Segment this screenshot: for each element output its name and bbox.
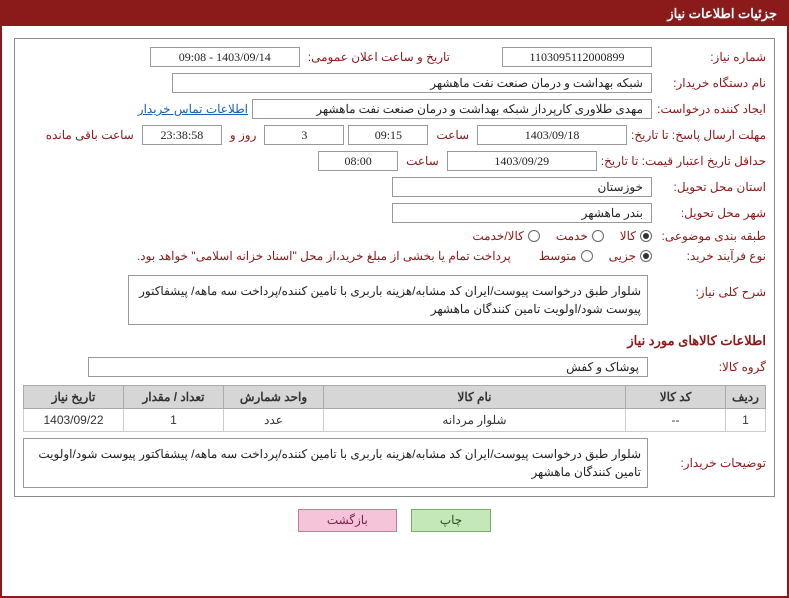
buyer-org-label: نام دستگاه خریدار: — [656, 76, 766, 90]
table-row: 1 -- شلوار مردانه عدد 1 1403/09/22 — [24, 409, 766, 432]
back-button[interactable]: بازگشت — [298, 509, 397, 532]
general-desc-label: شرح کلی نیاز: — [656, 275, 766, 299]
time-label-2: ساعت — [402, 154, 443, 168]
th-unit: واحد شمارش — [224, 386, 324, 409]
goods-section-title: اطلاعات کالاهای مورد نیاز — [23, 333, 766, 349]
th-date: تاریخ نیاز — [24, 386, 124, 409]
th-code: کد کالا — [626, 386, 726, 409]
validity-time: 08:00 — [318, 151, 398, 171]
form-container: شماره نیاز: 1103095112000899 تاریخ و ساع… — [14, 38, 775, 497]
category-radio-group: کالا خدمت کالا/خدمت — [472, 229, 652, 243]
city-value: بندر ماهشهر — [392, 203, 652, 223]
print-button[interactable]: چاپ — [411, 509, 491, 532]
payment-note: پرداخت تمام یا بخشی از مبلغ خرید،از محل … — [137, 249, 511, 263]
radio-medium-label: متوسط — [539, 249, 577, 263]
goods-group-label: گروه کالا: — [656, 360, 766, 374]
row-category: طبقه بندی موضوعی: کالا خدمت کالا/خدمت — [23, 229, 766, 243]
validity-date: 1403/09/29 — [447, 151, 597, 171]
th-qty: تعداد / مقدار — [124, 386, 224, 409]
radio-goods[interactable]: کالا — [620, 229, 652, 243]
validity-label: حداقل تاریخ اعتبار قیمت: تا تاریخ: — [601, 154, 766, 168]
row-buyer-notes: توضیحات خریدار: شلوار طبق درخواست پیوست/… — [23, 438, 766, 488]
response-date: 1403/09/18 — [477, 125, 627, 145]
row-validity: حداقل تاریخ اعتبار قیمت: تا تاریخ: 1403/… — [23, 151, 766, 171]
goods-group-value: پوشاک و کفش — [88, 357, 648, 377]
days-count: 3 — [264, 125, 344, 145]
main-frame: جزئیات اطلاعات نیاز شماره نیاز: 11030951… — [0, 0, 789, 598]
need-number-value: 1103095112000899 — [502, 47, 652, 67]
buyer-notes-box: شلوار طبق درخواست پیوست/ایران کد مشابه/ه… — [23, 438, 648, 488]
time-label-1: ساعت — [432, 128, 473, 142]
requester-value: مهدی طلاوری کارپرداز شبکه بهداشت و درمان… — [252, 99, 652, 119]
button-row: چاپ بازگشت — [14, 509, 775, 532]
cell-unit: عدد — [224, 409, 324, 432]
announce-label: تاریخ و ساعت اعلان عمومی: — [304, 50, 454, 64]
contact-link[interactable]: اطلاعات تماس خریدار — [138, 102, 248, 116]
items-table: ردیف کد کالا نام کالا واحد شمارش تعداد /… — [23, 385, 766, 432]
province-value: خوزستان — [392, 177, 652, 197]
cell-date: 1403/09/22 — [24, 409, 124, 432]
radio-both-label: کالا/خدمت — [472, 229, 523, 243]
row-response-deadline: مهلت ارسال پاسخ: تا تاریخ: 1403/09/18 سا… — [23, 125, 766, 145]
category-label: طبقه بندی موضوعی: — [656, 229, 766, 243]
th-row: ردیف — [726, 386, 766, 409]
purchase-type-label: نوع فرآیند خرید: — [656, 249, 766, 263]
requester-label: ایجاد کننده درخواست: — [656, 102, 766, 116]
days-and: روز و — [226, 128, 261, 142]
cell-name: شلوار مردانه — [324, 409, 626, 432]
radio-small[interactable]: جزیی — [609, 249, 652, 263]
countdown: 23:38:58 — [142, 125, 222, 145]
radio-both[interactable]: کالا/خدمت — [472, 229, 539, 243]
radio-small-label: جزیی — [609, 249, 636, 263]
buyer-notes-label: توضیحات خریدار: — [656, 456, 766, 470]
cell-row: 1 — [726, 409, 766, 432]
response-time: 09:15 — [348, 125, 428, 145]
radio-medium-circle — [581, 250, 593, 262]
th-name: نام کالا — [324, 386, 626, 409]
radio-both-circle — [528, 230, 540, 242]
radio-service-circle — [592, 230, 604, 242]
announce-value: 1403/09/14 - 09:08 — [150, 47, 300, 67]
row-city: شهر محل تحویل: بندر ماهشهر — [23, 203, 766, 223]
remaining: ساعت باقی مانده — [42, 128, 138, 142]
content-area: شماره نیاز: 1103095112000899 تاریخ و ساع… — [2, 26, 787, 544]
radio-service[interactable]: خدمت — [556, 229, 604, 243]
cell-code: -- — [626, 409, 726, 432]
header-title: جزئیات اطلاعات نیاز — [667, 6, 777, 21]
row-goods-group: گروه کالا: پوشاک و کفش — [23, 357, 766, 377]
response-deadline-label: مهلت ارسال پاسخ: تا تاریخ: — [631, 128, 766, 142]
table-header-row: ردیف کد کالا نام کالا واحد شمارش تعداد /… — [24, 386, 766, 409]
row-need-number: شماره نیاز: 1103095112000899 تاریخ و ساع… — [23, 47, 766, 67]
radio-goods-circle — [640, 230, 652, 242]
row-purchase-type: نوع فرآیند خرید: جزیی متوسط پرداخت تمام … — [23, 249, 766, 263]
cell-qty: 1 — [124, 409, 224, 432]
header-bar: جزئیات اطلاعات نیاز — [2, 2, 787, 26]
radio-small-circle — [640, 250, 652, 262]
need-number-label: شماره نیاز: — [656, 50, 766, 64]
radio-service-label: خدمت — [556, 229, 588, 243]
row-requester: ایجاد کننده درخواست: مهدی طلاوری کارپردا… — [23, 99, 766, 119]
row-buyer-org: نام دستگاه خریدار: شبکه بهداشت و درمان ص… — [23, 73, 766, 93]
row-province: استان محل تحویل: خوزستان — [23, 177, 766, 197]
general-desc-box: شلوار طبق درخواست پیوست/ایران کد مشابه/ه… — [128, 275, 648, 325]
radio-medium[interactable]: متوسط — [539, 249, 593, 263]
row-general-desc: شرح کلی نیاز: شلوار طبق درخواست پیوست/ای… — [23, 275, 766, 325]
province-label: استان محل تحویل: — [656, 180, 766, 194]
radio-goods-label: کالا — [620, 229, 636, 243]
buyer-org-value: شبکه بهداشت و درمان صنعت نفت ماهشهر — [172, 73, 652, 93]
city-label: شهر محل تحویل: — [656, 206, 766, 220]
purchase-type-radio-group: جزیی متوسط — [539, 249, 652, 263]
